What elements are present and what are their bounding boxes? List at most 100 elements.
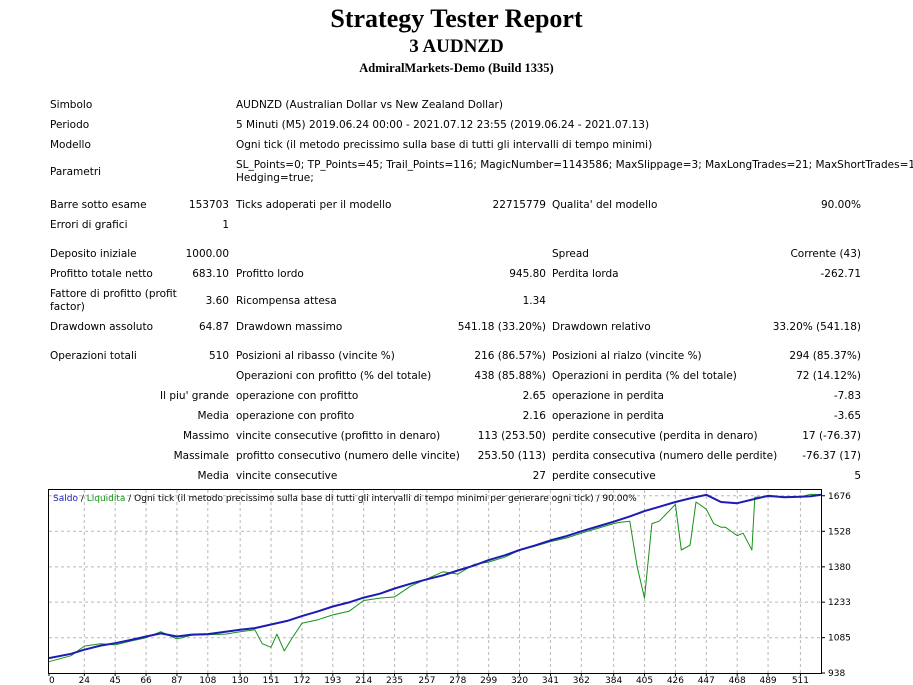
errors-label: Errori di grafici [50, 219, 128, 231]
gross-profit-label: Profitto lordo [236, 268, 304, 280]
profit-trades-value: 438 (85.88%) [474, 370, 546, 382]
report-title: Strategy Tester Report [330, 4, 583, 33]
long-positions-value: 294 (85.37%) [789, 350, 861, 362]
x-tick-label: 108 [199, 676, 216, 685]
ticks-label: Ticks adoperati per il modello [236, 199, 392, 211]
maximal-consec-loss-label: perdita consecutiva (numero delle perdit… [552, 450, 778, 462]
x-tick-label: 384 [605, 676, 622, 685]
average-label: Media [197, 410, 229, 422]
x-tick-label: 130 [232, 676, 249, 685]
params-label: Parametri [50, 166, 102, 178]
period-label: Periodo [50, 119, 90, 131]
x-tick-label: 405 [636, 676, 653, 685]
gross-loss-value: -262.71 [820, 268, 861, 280]
max-consec-wins-label: vincite consecutive (profitto in denaro) [236, 430, 441, 442]
x-tick-label: 362 [573, 676, 590, 685]
params-value-line1: SL_Points=0; TP_Points=45; Trail_Points=… [236, 159, 913, 171]
legend-equity: Liquidita [87, 494, 126, 504]
average-profit-label: operazione con profito [236, 410, 355, 422]
maximal-consec-profit-label: profitto consecutivo (numero delle vinci… [236, 450, 460, 462]
dd-max-value: 541.18 (33.20%) [457, 321, 546, 333]
largest-label: Il piu' grande [159, 390, 229, 402]
balance-chart: 1676 1528 1380 1233 1085 938 0 24 45 66 87 108 130 15… [48, 489, 851, 685]
gross-profit-value: 945.80 [509, 268, 546, 280]
x-tick-label: 151 [262, 676, 279, 685]
symbol-value: AUDNZD (Australian Dollar vs New Zealand… [236, 99, 503, 111]
profit-factor-value: 3.60 [205, 295, 229, 307]
expected-payoff-value: 1.34 [522, 295, 546, 307]
y-tick-label: 1676 [828, 492, 851, 502]
short-positions-label: Posizioni al ribasso (vincite %) [236, 350, 395, 362]
y-tick-label: 1233 [828, 598, 851, 608]
deposit-value: 1000.00 [185, 248, 229, 260]
model-value: Ogni tick (il metodo precissimo sulla ba… [236, 139, 653, 151]
loss-trades-value: 72 (14.12%) [796, 370, 861, 382]
x-tick-label: 320 [511, 676, 528, 685]
x-tick-label: 172 [293, 676, 310, 685]
broker-name: AdmiralMarkets-Demo (Build 1335) [359, 61, 554, 75]
short-positions-value: 216 (86.57%) [474, 350, 546, 362]
x-tick-label: 45 [109, 676, 120, 685]
avg-consec-losses-label: perdite consecutive [552, 470, 656, 482]
x-tick-label: 468 [729, 676, 746, 685]
quality-label: Qualita' del modello [552, 199, 658, 211]
avg-consec-losses-value: 5 [854, 470, 861, 482]
average-profit-value: 2.16 [522, 410, 546, 422]
largest-loss-label: operazione in perdita [552, 390, 664, 402]
params-value-line2: Hedging=true; [236, 172, 314, 184]
x-tick-label: 278 [449, 676, 466, 685]
average-loss-label: operazione in perdita [552, 410, 664, 422]
avg-consec-wins-value: 27 [532, 470, 546, 482]
bars-value: 153703 [188, 199, 229, 211]
largest-profit-label: operazione con profitto [236, 390, 359, 402]
x-tick-label: 341 [542, 676, 559, 685]
dd-relative-value: 33.20% (541.18) [772, 321, 861, 333]
maximal-consec-profit-value: 253.50 (113) [477, 450, 546, 462]
profit-factor-label-line2: factor) [50, 301, 85, 313]
expected-payoff-label: Ricompensa attesa [236, 295, 337, 307]
total-trades-label: Operazioni totali [50, 350, 137, 362]
legend-balance: Saldo [53, 494, 78, 504]
x-tick-label: 66 [140, 676, 152, 685]
x-tick-label: 24 [79, 676, 91, 685]
period-value: 5 Minuti (M5) 2019.06.24 00:00 - 2021.07… [236, 119, 650, 131]
max-consec-losses-value: 17 (-76.37) [802, 430, 861, 442]
y-tick-label: 938 [828, 669, 845, 679]
report-subtitle: 3 AUDNZD [409, 36, 504, 57]
x-tick-label: 299 [480, 676, 497, 685]
balance-line [48, 493, 822, 660]
total-trades-value: 510 [208, 350, 229, 362]
ticks-value: 22715779 [492, 199, 546, 211]
spread-value: Corrente (43) [790, 248, 861, 260]
x-tick-label: 0 [49, 676, 55, 685]
legend-separator: / [78, 494, 87, 504]
dd-max-label: Drawdown massimo [236, 321, 343, 333]
gross-loss-label: Perdita lorda [552, 268, 619, 280]
dd-relative-label: Drawdown relativo [552, 321, 651, 333]
net-profit-label: Profitto totale netto [50, 268, 153, 280]
chart-series [48, 493, 822, 663]
maximal-consec-loss-value: -76.37 (17) [802, 450, 861, 462]
spread-label: Spread [552, 248, 589, 260]
profit-factor-label-line1: Fattore di profitto (profit [50, 288, 177, 300]
long-positions-label: Posizioni al rialzo (vincite %) [552, 350, 702, 362]
maximum-label: Massimo [182, 430, 229, 442]
quality-value: 90.00% [820, 199, 861, 211]
maximal-label: Massimale [173, 450, 229, 462]
y-tick-label: 1528 [828, 527, 851, 537]
max-consec-wins-value: 113 (253.50) [477, 430, 546, 442]
y-tick-label: 1380 [828, 563, 851, 573]
dd-absolute-value: 64.87 [198, 321, 229, 333]
largest-profit-value: 2.65 [522, 390, 546, 402]
model-label: Modello [50, 139, 91, 151]
equity-line [48, 493, 822, 663]
errors-value: 1 [222, 219, 229, 231]
x-tick-label: 511 [792, 676, 809, 685]
y-tick-label: 1085 [828, 634, 851, 644]
dd-absolute-label: Drawdown assoluto [50, 321, 154, 333]
legend-description: / Ogni tick (il metodo precissimo sulla … [125, 494, 637, 504]
x-tick-label: 235 [386, 676, 403, 685]
chart-legend: Saldo / Liquidita / Ogni tick (il metodo… [53, 494, 637, 504]
x-tick-label: 214 [355, 676, 372, 685]
x-tick-label: 426 [667, 676, 684, 685]
